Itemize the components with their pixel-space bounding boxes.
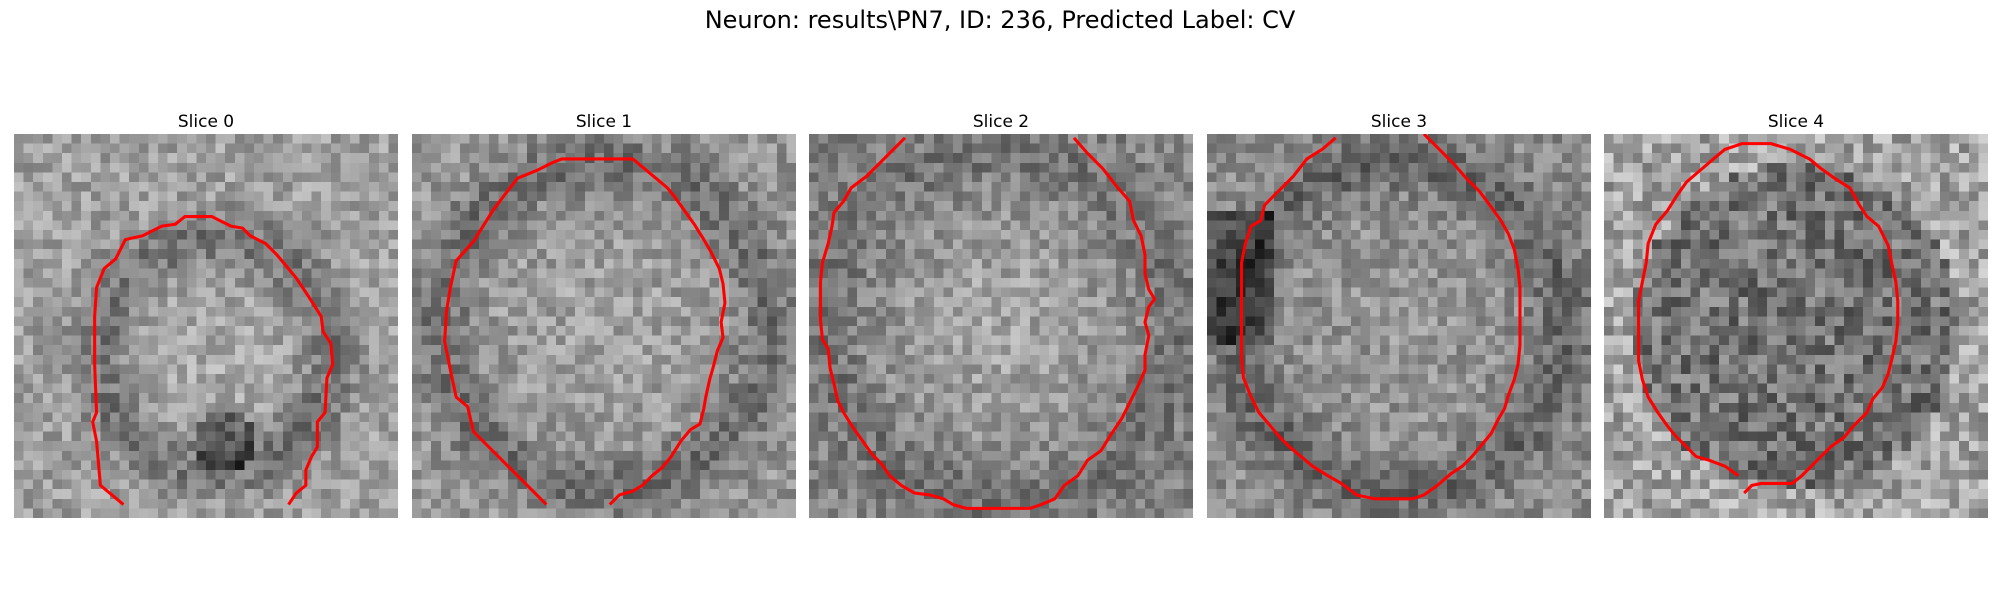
segmentation-contour: [1637, 142, 1900, 495]
segmentation-contour: [1240, 134, 1522, 501]
slice-panel-3: Slice 3: [1207, 110, 1591, 518]
slice-panel-2: Slice 2: [809, 110, 1193, 518]
slice-panel-1: Slice 1: [412, 110, 796, 518]
slice-panel-0: Slice 0: [14, 110, 398, 518]
slice-title: Slice 0: [177, 112, 235, 132]
slice-title: Slice 1: [575, 112, 633, 132]
slice-image: [14, 134, 398, 518]
segmentation-contour: [443, 157, 727, 506]
segmentation-contour: [818, 136, 1157, 510]
figure-title: Neuron: results\PN7, ID: 236, Predicted …: [704, 6, 1296, 34]
slice-title: Slice 2: [972, 112, 1030, 132]
segmentation-contour: [91, 215, 335, 506]
slice-image: [1207, 134, 1591, 518]
slice-title: Slice 4: [1767, 112, 1825, 132]
slice-image: [1604, 134, 1988, 518]
slice-image: [412, 134, 796, 518]
slice-image: [809, 134, 1193, 518]
slice-panel-4: Slice 4: [1604, 110, 1988, 518]
slice-title: Slice 3: [1370, 112, 1428, 132]
